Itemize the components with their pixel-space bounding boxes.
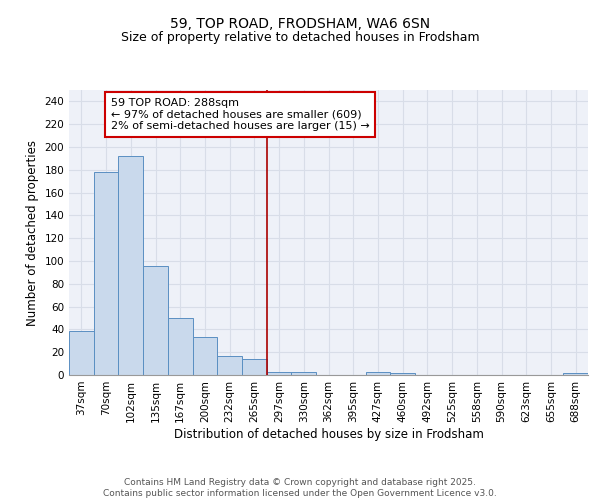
Text: Size of property relative to detached houses in Frodsham: Size of property relative to detached ho… xyxy=(121,31,479,44)
Bar xyxy=(242,359,267,375)
X-axis label: Distribution of detached houses by size in Frodsham: Distribution of detached houses by size … xyxy=(173,428,484,440)
Bar xyxy=(217,356,242,375)
Text: 59, TOP ROAD, FRODSHAM, WA6 6SN: 59, TOP ROAD, FRODSHAM, WA6 6SN xyxy=(170,18,430,32)
Text: 59 TOP ROAD: 288sqm
← 97% of detached houses are smaller (609)
2% of semi-detach: 59 TOP ROAD: 288sqm ← 97% of detached ho… xyxy=(111,98,370,131)
Bar xyxy=(365,372,390,375)
Bar xyxy=(118,156,143,375)
Bar xyxy=(193,338,217,375)
Bar xyxy=(267,372,292,375)
Bar xyxy=(94,172,118,375)
Bar xyxy=(168,318,193,375)
Bar xyxy=(69,330,94,375)
Bar xyxy=(563,372,588,375)
Y-axis label: Number of detached properties: Number of detached properties xyxy=(26,140,39,326)
Bar xyxy=(390,372,415,375)
Bar xyxy=(292,372,316,375)
Bar xyxy=(143,266,168,375)
Text: Contains HM Land Registry data © Crown copyright and database right 2025.
Contai: Contains HM Land Registry data © Crown c… xyxy=(103,478,497,498)
